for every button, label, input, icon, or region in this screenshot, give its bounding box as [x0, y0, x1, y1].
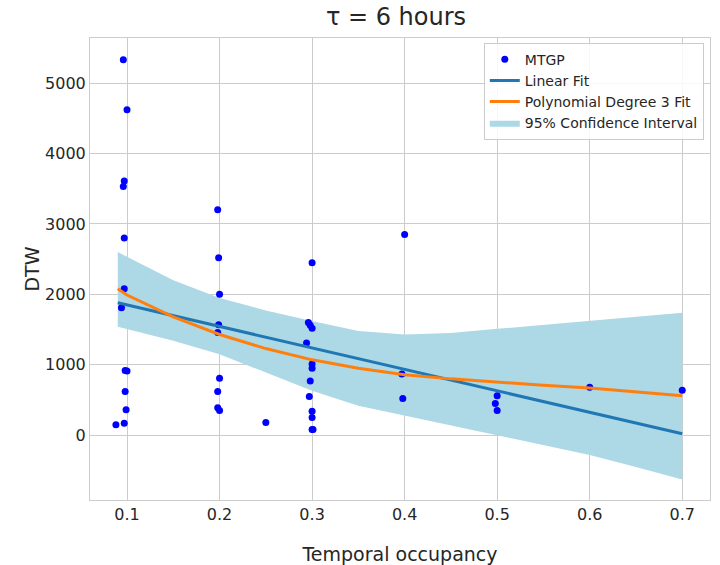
svg-text:2000: 2000	[45, 285, 86, 304]
svg-text:3000: 3000	[45, 215, 86, 234]
svg-text:4000: 4000	[45, 144, 86, 163]
svg-text:5000: 5000	[45, 74, 86, 93]
svg-text:0.4: 0.4	[392, 505, 417, 524]
svg-text:0.2: 0.2	[207, 505, 232, 524]
svg-text:0: 0	[76, 426, 86, 445]
svg-text:Temporal occupancy: Temporal occupancy	[301, 543, 497, 565]
svg-text:0.3: 0.3	[299, 505, 324, 524]
svg-text:1000: 1000	[45, 355, 86, 374]
svg-text:Linear Fit: Linear Fit	[525, 73, 590, 89]
svg-text:0.7: 0.7	[670, 505, 695, 524]
svg-text:95% Confidence Interval: 95% Confidence Interval	[525, 115, 697, 131]
svg-text:τ = 6 hours: τ = 6 hours	[326, 3, 466, 31]
svg-text:MTGP: MTGP	[525, 52, 565, 68]
svg-text:0.6: 0.6	[577, 505, 602, 524]
svg-text:Polynomial Degree 3 Fit: Polynomial Degree 3 Fit	[525, 94, 691, 110]
svg-text:0.5: 0.5	[484, 505, 509, 524]
svg-text:0.1: 0.1	[114, 505, 139, 524]
svg-text:DTW: DTW	[21, 246, 43, 291]
